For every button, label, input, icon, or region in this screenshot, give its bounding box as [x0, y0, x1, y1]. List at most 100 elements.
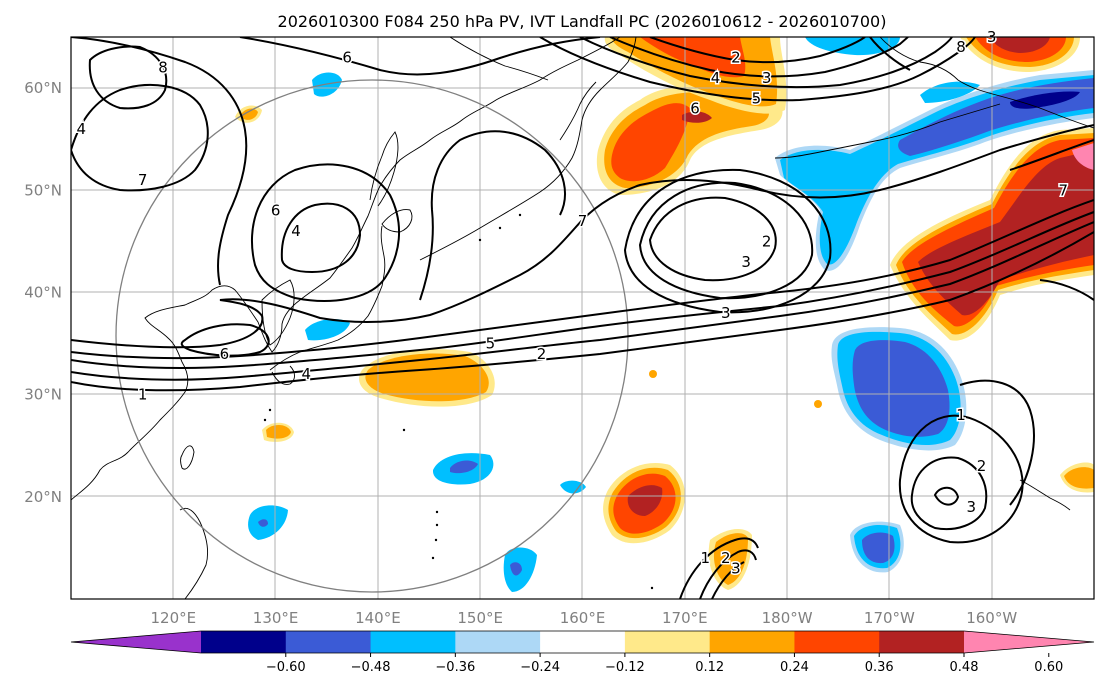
pv-contour-kamchatka-2	[579, 37, 953, 89]
anomaly-patch-blue-south-core	[862, 532, 895, 564]
pv-contour-label: 3	[966, 498, 976, 516]
pv-contour-5	[71, 124, 1094, 349]
colorbar-tick-label: −0.48	[351, 660, 391, 675]
pv-contour-label: 6	[271, 202, 281, 220]
pv-contour-label: 7	[578, 212, 588, 230]
coastline-hokkaido	[381, 209, 413, 233]
coastline-philippines	[179, 507, 209, 599]
anomaly-patch-kamchatka-core	[611, 103, 690, 182]
colorbar-outline	[70, 630, 1095, 654]
anomaly-patch-aleutian-dark	[1010, 91, 1080, 109]
chart-title: 2026010300 F084 250 hPa PV, IVT Landfall…	[278, 12, 887, 31]
lat-label: 40°N	[24, 283, 62, 301]
pv-contour-label: 3	[762, 69, 772, 87]
anomaly-dot-2	[814, 400, 822, 408]
anomaly-patch-east-pacific-pink	[1072, 143, 1094, 170]
colorbar-bin	[794, 631, 880, 653]
colorbar-tick-label: −0.36	[435, 660, 475, 675]
pv-contour-kamchatka-1	[539, 37, 976, 102]
pv-contour-west-loop-1	[71, 84, 209, 192]
pv-contour-label: 1	[700, 549, 710, 567]
island-dot	[498, 226, 502, 230]
colorbar-bin	[285, 631, 372, 653]
island-dot	[435, 510, 439, 514]
anomaly-patch-north-blue-2	[920, 81, 980, 103]
colorbar-bin	[455, 631, 541, 653]
pv-contour-north-arc-2	[419, 130, 566, 301]
pv-contour-label: 2	[537, 345, 547, 363]
anomaly-patch-japan-south-core	[365, 353, 489, 402]
pv-contour-kamchatka-3	[609, 37, 909, 78]
island-dot	[434, 538, 438, 542]
pv-contour-japan-sea-outer	[251, 163, 401, 302]
coastline-aleutian-islands	[774, 103, 1001, 159]
lat-label: 60°N	[24, 79, 62, 97]
colorbar-tick-label: −0.24	[520, 660, 560, 675]
pv-contour-1	[71, 231, 1094, 392]
lon-label: 140°E	[355, 609, 401, 627]
anomaly-patch-north-small-core	[240, 108, 258, 120]
pv-contour-south-arc-2	[699, 549, 757, 599]
pv-contour-west-big	[71, 37, 248, 286]
anomaly-patch-subtropic-blue-2-core	[258, 519, 268, 527]
map-frame	[70, 36, 1095, 600]
lon-label: 170°E	[662, 609, 708, 627]
lat-label: 30°N	[24, 386, 62, 404]
lon-label: 120°E	[150, 609, 196, 627]
lon-label: 160°E	[560, 609, 606, 627]
pv-contour-east-end	[1039, 279, 1094, 301]
pv-contour-label: 5	[486, 335, 496, 353]
anomaly-patch-small-blue-1	[560, 480, 586, 494]
lon-label: 160°W	[966, 609, 1017, 627]
pv-contour-label: 1	[138, 386, 148, 404]
pv-contour-northeast-1	[1009, 139, 1094, 171]
anomaly-patch-subtropic-blue-3-core	[510, 562, 522, 576]
colorbar-bin	[624, 631, 711, 653]
pv-contour-label: 4	[302, 365, 312, 383]
lon-label: 150°E	[457, 609, 503, 627]
pv-contour-label: 2	[721, 549, 731, 567]
pv-contours	[71, 37, 1094, 599]
colorbar	[70, 630, 1095, 654]
coastline-sakhalin	[369, 131, 399, 207]
pv-contour-north-arc-1	[239, 37, 601, 76]
colorbar-tick-label: −0.60	[266, 660, 306, 675]
pv-contour-south-arc-1	[679, 537, 759, 599]
pv-contour-2	[71, 221, 1094, 381]
pv-contour-3	[71, 211, 1094, 369]
pv-contour-label: 4	[291, 222, 301, 240]
pv-contour-label: 5	[752, 89, 762, 107]
colorbar-bin	[370, 631, 456, 653]
pv-contour-label: 8	[956, 38, 966, 56]
anomaly-patch-subtropic-west-dark	[627, 485, 663, 516]
latitude-labels: 60°N 50°N 40°N 30°N 20°N	[24, 79, 62, 506]
colorbar-bin	[540, 631, 626, 653]
pv-contour-label: 8	[158, 59, 168, 77]
colorbar-bin	[709, 631, 795, 653]
pv-contour-label: 2	[977, 457, 987, 475]
island-dot	[402, 428, 406, 432]
coastline-taiwan	[180, 445, 195, 470]
anomaly-patch-hawaii-core	[1064, 467, 1094, 489]
lat-label: 50°N	[24, 181, 62, 199]
pv-contour-hawaii-loop-1	[933, 486, 960, 506]
colorbar-bin	[201, 631, 287, 653]
anomaly-patch-ne-corner-dark	[990, 37, 1050, 53]
pv-contour-hawaii-loop-3	[898, 414, 1024, 544]
colorbar-bin	[879, 631, 965, 653]
pv-contour-label: 2	[731, 48, 741, 66]
lon-label: 180°W	[762, 609, 813, 627]
pv-contour-subtropic-loop-2	[638, 181, 814, 300]
lon-label: 130°E	[253, 609, 299, 627]
pv-contour-label: 6	[342, 48, 352, 66]
island-dot	[435, 523, 439, 527]
pv-contour-label: 7	[138, 171, 148, 189]
lat-label: 20°N	[24, 488, 62, 506]
colorbar-tick-label: 0.36	[865, 660, 894, 675]
pv-contour-label: 4	[76, 120, 86, 138]
colorbar-tick-label: 0.60	[1034, 660, 1063, 675]
anomaly-patch-small-blue-2	[305, 318, 350, 341]
coastline-hawaii	[1019, 479, 1071, 511]
colorbar-extend-low	[71, 631, 201, 653]
